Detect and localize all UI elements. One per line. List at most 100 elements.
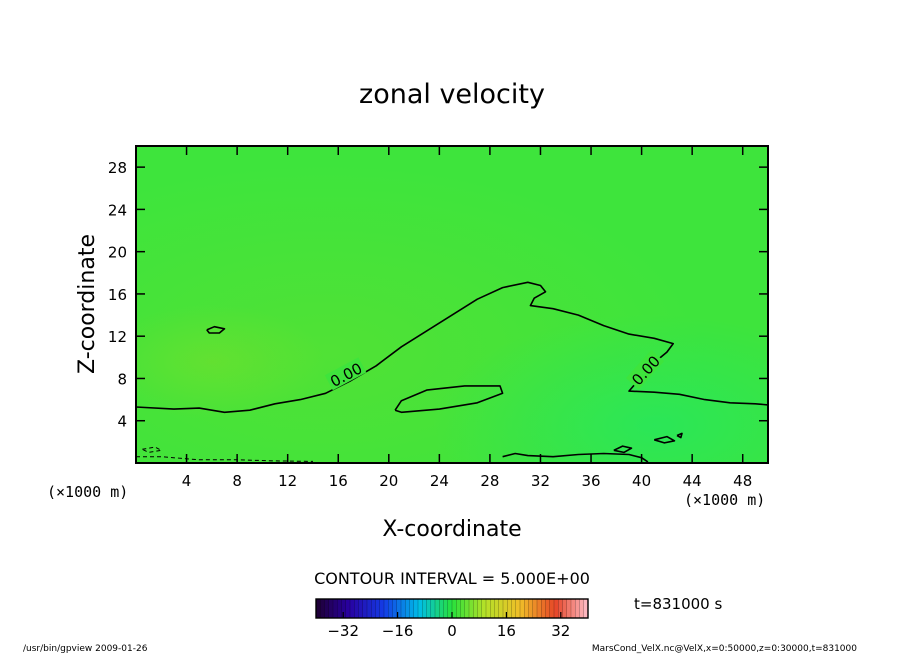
footer-right: MarsCond_VelX.nc@VelX,x=0:50000,z=0:3000… xyxy=(592,644,857,654)
contour-line-0 xyxy=(136,281,768,414)
colorbar-cell-8 xyxy=(350,599,355,618)
colorbar-cell-45 xyxy=(507,599,512,618)
plot-frame xyxy=(135,145,769,464)
colorbar-cell-63 xyxy=(583,599,589,618)
shade-left-band xyxy=(136,146,768,463)
y-tick-label-8: 8 xyxy=(117,370,127,388)
chart-title: zonal velocity xyxy=(359,79,545,110)
y-axis: 4 8 12 16 20 24 28 xyxy=(108,159,768,431)
x-tick-label-8: 8 xyxy=(232,472,242,490)
contour-interval-text: CONTOUR INTERVAL = 5.000E+00 xyxy=(314,569,590,588)
colorbar-cell-60 xyxy=(571,599,576,618)
colorbar-cell-11 xyxy=(362,599,368,618)
colorbar-cell-37 xyxy=(473,599,478,618)
colorbar-cell-29 xyxy=(439,599,444,618)
colorbar-cell-46 xyxy=(511,599,517,618)
colorbar-cell-57 xyxy=(558,599,563,618)
x-tick-label-12: 12 xyxy=(278,472,297,490)
colorbar-cell-55 xyxy=(549,599,555,618)
colorbar-cell-7 xyxy=(345,599,351,618)
colorbar-cell-6 xyxy=(341,599,347,618)
colorbar-cell-34 xyxy=(460,599,466,618)
colorbar-cell-51 xyxy=(532,599,538,618)
contour-line-4 xyxy=(613,445,633,454)
y-tick-label-24: 24 xyxy=(108,201,127,219)
colorbar-cell-20 xyxy=(401,599,406,618)
y-tick-label-20: 20 xyxy=(108,244,127,262)
colorbar-cell-30 xyxy=(443,599,449,618)
colorbar-cell-56 xyxy=(554,599,559,618)
colorbar-cell-13 xyxy=(371,599,376,618)
colorbar-cell-44 xyxy=(503,599,508,618)
colorbar-cell-17 xyxy=(388,599,393,618)
colorbar-cell-15 xyxy=(379,599,385,618)
colorbar-tick-label-1: −16 xyxy=(382,622,414,640)
contour-label-bg-0 xyxy=(324,357,367,391)
contour-line-5 xyxy=(653,435,676,444)
colorbar-cell-32 xyxy=(452,599,457,618)
colorbar-cell-5 xyxy=(337,599,342,618)
footer-left: /usr/bin/gpview 2009-01-26 xyxy=(23,644,148,654)
y-tick-label-28: 28 xyxy=(108,159,127,177)
colorbar-cell-21 xyxy=(405,599,410,618)
colorbar-cell-1 xyxy=(320,599,325,618)
colorbar-cell-49 xyxy=(524,599,529,618)
colorbar-cell-12 xyxy=(367,599,372,618)
colorbar-cell-62 xyxy=(579,599,585,618)
colorbar-cell-53 xyxy=(541,599,546,618)
colorbar-cell-52 xyxy=(537,599,542,618)
y-axis-title: Z-coordinate xyxy=(75,234,100,374)
colorbar-cell-24 xyxy=(418,599,423,618)
x-tick-label-32: 32 xyxy=(531,472,550,490)
x-tick-label-4: 4 xyxy=(182,472,192,490)
x-axis-title: X-coordinate xyxy=(382,517,521,542)
colorbar: −32 −16 0 16 32 xyxy=(315,598,589,640)
colorbar-cell-14 xyxy=(375,599,381,618)
contour-line-6 xyxy=(676,432,683,439)
colorbar-cell-9 xyxy=(354,599,359,618)
colorbar-cell-43 xyxy=(498,599,504,618)
x-tick-label-20: 20 xyxy=(379,472,398,490)
colorbar-cell-22 xyxy=(409,599,415,618)
colorbar-cell-10 xyxy=(358,599,364,618)
colorbar-cell-19 xyxy=(396,599,402,618)
x-tick-label-48: 48 xyxy=(733,472,752,490)
colorbar-tick-label-4: 32 xyxy=(551,622,570,640)
colorbar-cell-23 xyxy=(413,599,419,618)
colorbar-cell-42 xyxy=(494,599,500,618)
x-axis: 4 8 12 16 20 24 28 32 36 40 44 48 xyxy=(182,146,752,490)
colorbar-cell-0 xyxy=(316,599,321,618)
y-tick-label-12: 12 xyxy=(108,328,127,346)
colorbar-cell-2 xyxy=(324,599,330,618)
colorbar-cell-39 xyxy=(481,599,487,618)
colorbar-cell-61 xyxy=(575,599,580,618)
colorbar-cell-27 xyxy=(430,599,436,618)
contour-line-3 xyxy=(502,452,649,463)
colorbar-cell-16 xyxy=(384,599,389,618)
colorbar-cell-54 xyxy=(545,599,551,618)
colorbar-cell-40 xyxy=(486,599,491,618)
x-tick-label-16: 16 xyxy=(329,472,348,490)
colorbar-cell-50 xyxy=(528,599,534,618)
colorbar-cell-38 xyxy=(477,599,483,618)
y-tick-label-16: 16 xyxy=(108,286,127,304)
colorbar-cell-33 xyxy=(456,599,461,618)
colorbar-cell-35 xyxy=(464,599,470,618)
contour-line-1 xyxy=(394,385,504,414)
x-tick-label-40: 40 xyxy=(632,472,651,490)
colorbar-cell-47 xyxy=(515,599,521,618)
contour-line-2 xyxy=(206,325,226,334)
colorbar-tick-label-2: 0 xyxy=(447,622,457,640)
colorbar-cell-58 xyxy=(562,599,568,618)
y-tick-label-4: 4 xyxy=(117,413,127,431)
colorbar-cell-41 xyxy=(490,599,495,618)
x-tick-label-44: 44 xyxy=(683,472,702,490)
colorbar-cell-18 xyxy=(392,599,398,618)
colorbar-cell-59 xyxy=(566,599,572,618)
negative-contour-line-0 xyxy=(142,446,163,453)
colorbar-cell-36 xyxy=(469,599,474,618)
colorbar-cell-31 xyxy=(447,599,453,618)
x-unit-label-right: (×1000 m) xyxy=(684,491,765,509)
colorbar-cell-3 xyxy=(328,599,334,618)
